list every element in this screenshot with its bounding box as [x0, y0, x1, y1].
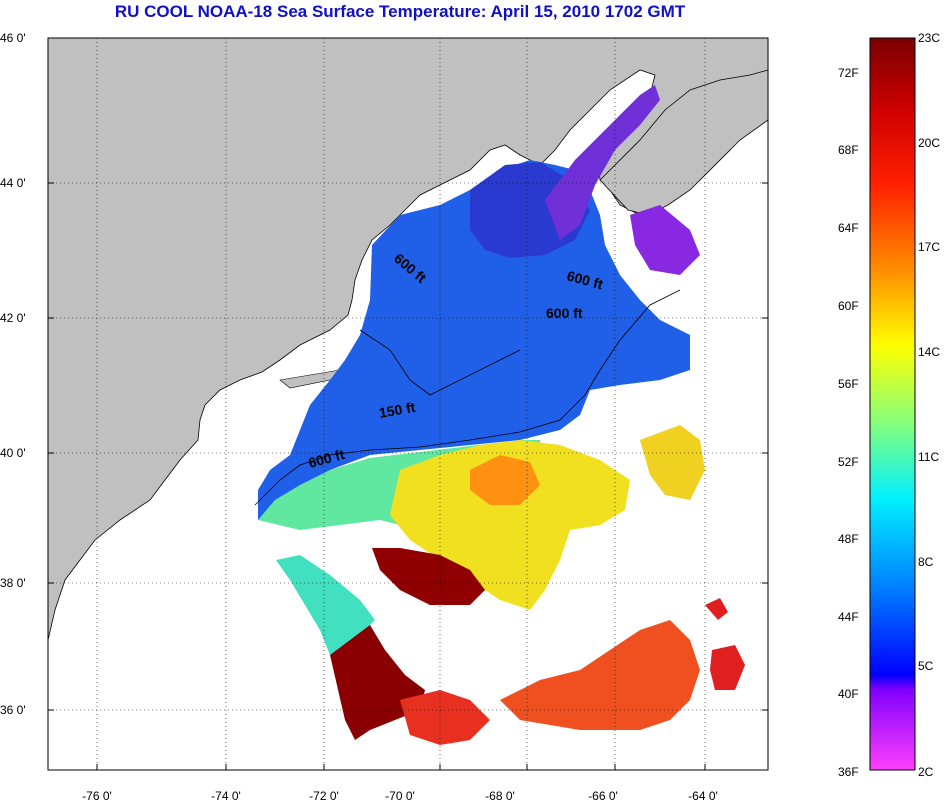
- isobath-150ft-line: [359, 329, 521, 396]
- lon-label: -72 0': [309, 789, 339, 803]
- sst-cyan-strip: [276, 555, 375, 660]
- sst-gulf-stream-north: [372, 548, 485, 605]
- sst-gulf-stream-south: [330, 625, 425, 740]
- lat-label: 44 0': [0, 176, 26, 190]
- sst-red-east-blob: [710, 645, 745, 690]
- sst-red-south-center: [400, 690, 490, 745]
- colorbar-f-label: 64F: [838, 221, 859, 235]
- sst-red-small-blob: [705, 598, 728, 620]
- tick-marks: [48, 37, 768, 770]
- lon-label: -66 0': [588, 789, 618, 803]
- colorbar-c-label: 17C: [918, 240, 940, 254]
- lon-label: -76 0': [82, 789, 112, 803]
- lon-label: -64 0': [688, 789, 718, 803]
- sst-purple-east: [630, 205, 700, 275]
- colorbar-f-label: 48F: [838, 532, 859, 546]
- lat-label: 36 0': [0, 703, 26, 717]
- colorbar-c-label: 23C: [918, 31, 940, 45]
- colorbar-c-label: 11C: [918, 450, 939, 464]
- land-mass: [48, 38, 768, 641]
- grid-lines: [48, 38, 768, 770]
- lat-label: 38 0': [0, 576, 26, 590]
- contour-label-600ft-c: 600 ft: [546, 305, 583, 321]
- sst-warm-water: [390, 440, 630, 610]
- colorbar-c-label: 2C: [918, 765, 934, 779]
- colorbar-f-label: 36F: [838, 765, 859, 779]
- sst-gulf-of-maine: [258, 160, 690, 520]
- colorbar-f-label: 72F: [838, 66, 859, 80]
- colorbar-f-label: 60F: [838, 299, 859, 313]
- lat-label: 40 0': [0, 446, 26, 460]
- contour-label-150ft: 150 ft: [378, 399, 417, 421]
- lat-label: 42 0': [0, 311, 26, 325]
- lon-label: -74 0': [211, 789, 241, 803]
- colorbar-f-label: 68F: [838, 143, 859, 157]
- colorbar-f-label: 52F: [838, 455, 859, 469]
- sst-red-southeast: [500, 620, 700, 730]
- colorbar-c-label: 20C: [918, 136, 940, 150]
- sst-purple-patch: [545, 85, 660, 240]
- map-title: RU COOL NOAA-18 Sea Surface Temperature:…: [114, 2, 686, 21]
- lon-label: -68 0': [485, 789, 515, 803]
- colorbar-f-label: 56F: [838, 377, 859, 391]
- sst-orange-eddy: [470, 455, 540, 505]
- colorbar-c-label: 14C: [918, 345, 940, 359]
- map-border: [47, 37, 769, 771]
- colorbar-f-label: 40F: [838, 687, 859, 701]
- isobath-600ft-line: [254, 289, 681, 506]
- sst-yellow-east: [640, 425, 705, 500]
- lon-label: -70 0': [385, 789, 415, 803]
- colorbar-c-label: 5C: [918, 659, 934, 673]
- colorbar-f-label: 44F: [838, 610, 859, 624]
- lat-label: 46 0': [0, 31, 26, 45]
- colorbar-c-label: 8C: [918, 555, 934, 569]
- colorbar: [869, 37, 916, 771]
